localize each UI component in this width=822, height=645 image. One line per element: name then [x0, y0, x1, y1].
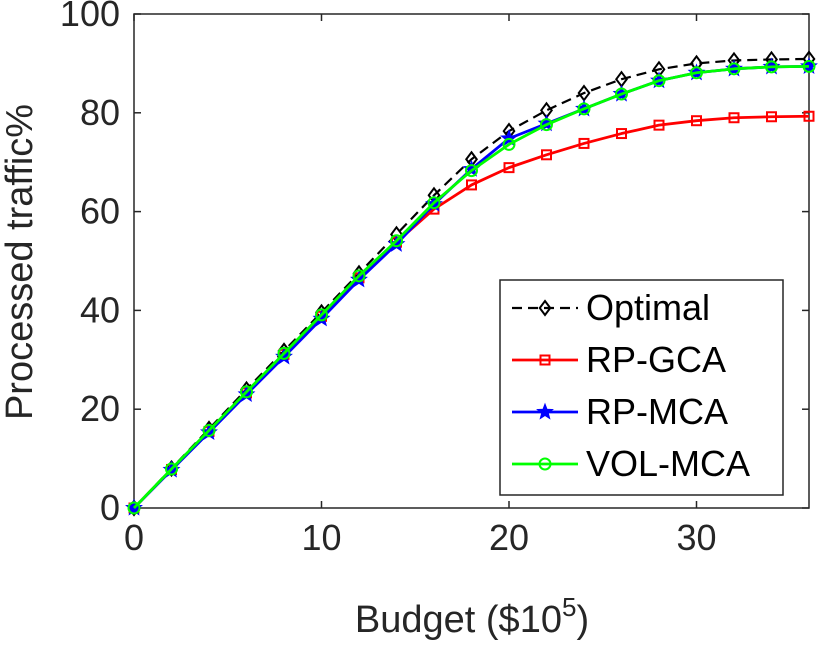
data-point-rp-gca — [503, 162, 515, 174]
data-point-rp-gca — [766, 111, 777, 123]
x-tick-label: 0 — [124, 517, 144, 558]
x-tick-label: 10 — [301, 517, 341, 558]
x-axis-title: Budget ($105) — [355, 592, 589, 641]
x-axis-title-main: Budget ($10 — [355, 599, 562, 641]
data-point-rp-gca — [653, 119, 665, 131]
data-point-rp-gca — [616, 128, 627, 140]
legend-marker-rp-mca — [536, 402, 554, 420]
data-point-vol-mca — [540, 118, 553, 132]
y-tick-label: 0 — [100, 487, 120, 528]
data-point-vol-mca — [465, 164, 478, 178]
legend-marker-vol-mca — [538, 457, 552, 471]
data-point-vol-mca — [615, 87, 628, 101]
x-axis-title-exponent: 5 — [562, 592, 576, 622]
legend-layer: Optimal RP-GCA RP-MCA VOL-MCA — [499, 279, 784, 496]
data-point-vol-mca — [202, 423, 216, 437]
legend-entry-rp-mca: RP-MCA — [512, 391, 728, 432]
data-point-vol-mca — [427, 196, 441, 210]
plot-area-box — [133, 13, 810, 509]
data-point-vol-mca — [165, 462, 178, 476]
data-point-vol-mca — [240, 385, 253, 399]
legend-label-rp-gca: RP-GCA — [586, 339, 726, 380]
data-point-rp-gca — [728, 112, 740, 124]
labels-layer: Budget ($105) Processed traffic% — [0, 104, 589, 641]
data-point-rp-gca — [541, 149, 552, 161]
series-line-vol-mca — [132, 64, 810, 509]
data-point-vol-mca — [315, 308, 328, 322]
data-point-rp-mca — [500, 129, 518, 147]
legend-marker-optimal — [538, 299, 552, 317]
y-tick-label: 40 — [80, 289, 120, 330]
data-point-vol-mca — [802, 59, 816, 73]
y-axis-title: Processed traffic% — [0, 104, 41, 420]
data-point-vol-mca — [277, 346, 291, 360]
legend-label-vol-mca: VOL-MCA — [586, 443, 750, 484]
data-point-vol-mca — [127, 501, 141, 515]
data-point-vol-mca — [690, 66, 703, 80]
legend-entry-vol-mca: VOL-MCA — [512, 443, 750, 484]
y-tick-label: 80 — [80, 92, 120, 133]
x-tick-label: 30 — [676, 517, 716, 558]
data-point-rp-gca — [691, 115, 702, 127]
y-tick-label: 60 — [80, 191, 120, 232]
x-axis-title-suffix: ) — [576, 599, 589, 641]
x-tick-label: 20 — [489, 517, 529, 558]
data-point-vol-mca — [390, 234, 403, 248]
data-point-rp-gca — [803, 110, 815, 122]
data-point-vol-mca — [652, 74, 666, 88]
axes-layer: 0 10 20 30 0 20 40 60 80 100 — [60, 0, 810, 558]
data-point-vol-mca — [577, 102, 591, 116]
y-tick-label: 20 — [80, 388, 120, 429]
y-tick-label: 100 — [60, 0, 120, 34]
data-point-rp-gca — [466, 179, 477, 191]
series-vol-mca — [127, 59, 816, 515]
series-layer — [125, 50, 818, 517]
data-point-vol-mca — [502, 137, 516, 151]
legend-marker-rp-gca — [539, 354, 551, 366]
legend-entry-rp-gca: RP-GCA — [512, 339, 726, 380]
legend-entry-optimal: Optimal — [512, 287, 710, 328]
legend-label-optimal: Optimal — [586, 287, 710, 328]
legend-label-rp-mca: RP-MCA — [586, 391, 728, 432]
data-point-rp-gca — [578, 137, 590, 149]
data-point-vol-mca — [765, 60, 778, 74]
data-point-vol-mca — [352, 269, 366, 283]
data-point-vol-mca — [727, 62, 741, 76]
